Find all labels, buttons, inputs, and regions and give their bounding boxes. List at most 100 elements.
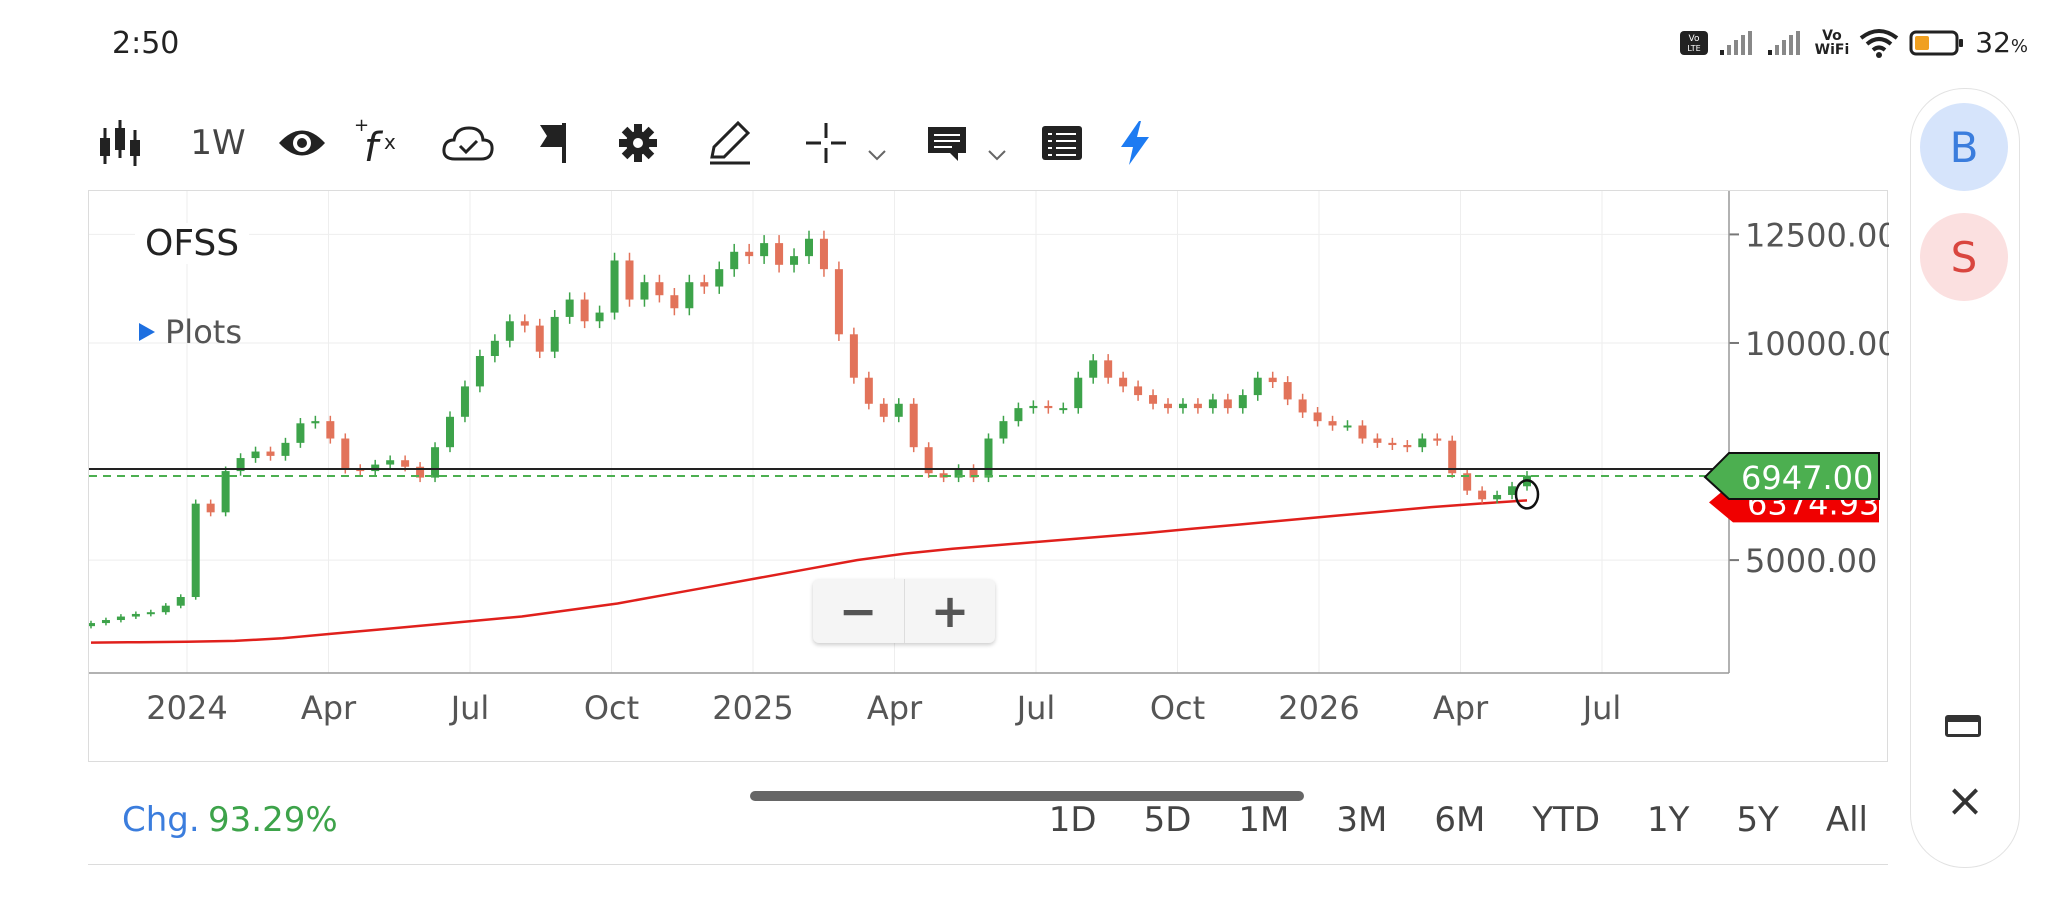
candle-body [1283,382,1292,400]
candle-body [760,243,769,257]
x-tick-label: Apr [1433,689,1489,727]
marker-circle [1514,479,1540,510]
candle-body [1328,421,1337,426]
candle-body [595,312,604,322]
candle-body [580,299,589,322]
candle-body [834,269,843,335]
candle-body [969,468,978,478]
candle-body [550,316,559,352]
function-icon[interactable]: + f x [353,108,403,178]
candle-body [401,460,410,467]
buy-button[interactable]: B [1920,103,2008,191]
list-icon[interactable] [1039,108,1085,178]
y-tick-label: 12500.00 [1745,216,1889,254]
range-1d[interactable]: 1D [1048,800,1097,840]
candle-body [87,623,95,627]
battery-icon [1909,30,1964,55]
eye-icon[interactable] [275,108,329,178]
change-value: 93.29% [208,800,338,840]
chart-area[interactable]: 2024 Apr Jul Oct 2025 Apr Jul Oct 2026 Apr Jul 1250… [87,190,1898,763]
range-ytd[interactable]: YTD [1532,800,1601,840]
y-tick-label: 10000.00 [1745,325,1889,363]
candle-body [1134,386,1143,396]
candle-body [161,605,170,613]
candle-body [505,321,514,341]
candle-body [954,468,963,478]
window-icon[interactable] [1945,715,1981,737]
candle-body [715,269,724,287]
range-5d[interactable]: 5D [1143,800,1192,840]
comment-icon[interactable] [925,108,969,178]
cloud-icon[interactable] [440,108,496,178]
candle-body [341,438,350,469]
interval-selector[interactable]: 1W [190,123,246,163]
candle-body [1119,377,1128,387]
candle-body [221,471,230,513]
candle-body [1268,377,1277,383]
candle-body [431,447,440,478]
candle-body [924,447,933,474]
candle-body [1493,494,1502,500]
plots-toggle[interactable]: Plots [139,313,242,351]
zoom-out-button[interactable]: − [838,584,878,638]
candle-body [416,466,425,478]
range-all[interactable]: All [1825,800,1868,840]
candle-body [296,423,305,443]
candle-body [206,503,215,513]
flag-icon[interactable] [535,108,575,178]
candle-body [730,251,739,270]
range-1y[interactable]: 1Y [1647,800,1690,840]
candle-body [745,251,754,257]
range-1m[interactable]: 1M [1238,800,1290,840]
zoom-in-button[interactable]: + [904,579,995,643]
candle-body [460,386,469,417]
candle-body [1373,438,1382,443]
candle-body [1388,442,1397,446]
sell-button[interactable]: S [1920,213,2008,301]
x-tick-label: 2024 [146,689,227,727]
candle-body [655,282,664,296]
x-tick-label: Jul [1581,689,1622,727]
candle-body [894,403,903,417]
candle-body [1418,438,1427,448]
gear-icon[interactable] [615,108,661,178]
candle-body [640,282,649,300]
chevron-down-icon-2[interactable] [985,120,1009,190]
price-chart[interactable]: 2024 Apr Jul Oct 2025 Apr Jul Oct 2026 Apr Jul 1250… [87,191,1898,763]
candle-body [535,325,544,352]
candle-body [1029,405,1038,409]
signal-icon-1 [1719,30,1752,55]
range-5y[interactable]: 5Y [1736,800,1779,840]
candle-body [236,458,245,472]
candle-body [1358,425,1367,439]
close-icon[interactable]: × [1945,773,1985,827]
candle-body [625,260,634,300]
candle-body [1448,440,1457,474]
system-icons: Vo LTE Vo WiFi 32% [1679,26,2028,59]
y-tick-label: 5000.00 [1745,542,1877,580]
lightning-icon[interactable] [1115,108,1155,178]
svg-text:Vo: Vo [1688,34,1699,44]
candlestick-icon[interactable] [95,108,145,178]
wifi-icon [1860,28,1899,58]
candle-body [1104,360,1113,378]
candle-body [311,421,320,424]
candle-body [999,421,1008,439]
candle-body [116,616,125,621]
range-6m[interactable]: 6M [1434,800,1486,840]
candle-body [1253,377,1262,396]
chevron-down-icon[interactable] [865,120,889,190]
x-tick-label: Jul [1015,689,1056,727]
pencil-icon[interactable] [705,108,755,178]
vowifi-icon: Vo WiFi [1814,27,1850,58]
svg-text:f: f [364,125,384,169]
chart-scrollbar[interactable] [750,791,1304,801]
crosshair-icon[interactable] [803,108,849,178]
signal-icon-2 [1767,30,1800,55]
candle-body [775,243,784,265]
candle-body [819,238,828,270]
candle-body [131,613,140,617]
candle-body [909,403,918,448]
candle-body [700,282,709,287]
range-3m[interactable]: 3M [1336,800,1388,840]
